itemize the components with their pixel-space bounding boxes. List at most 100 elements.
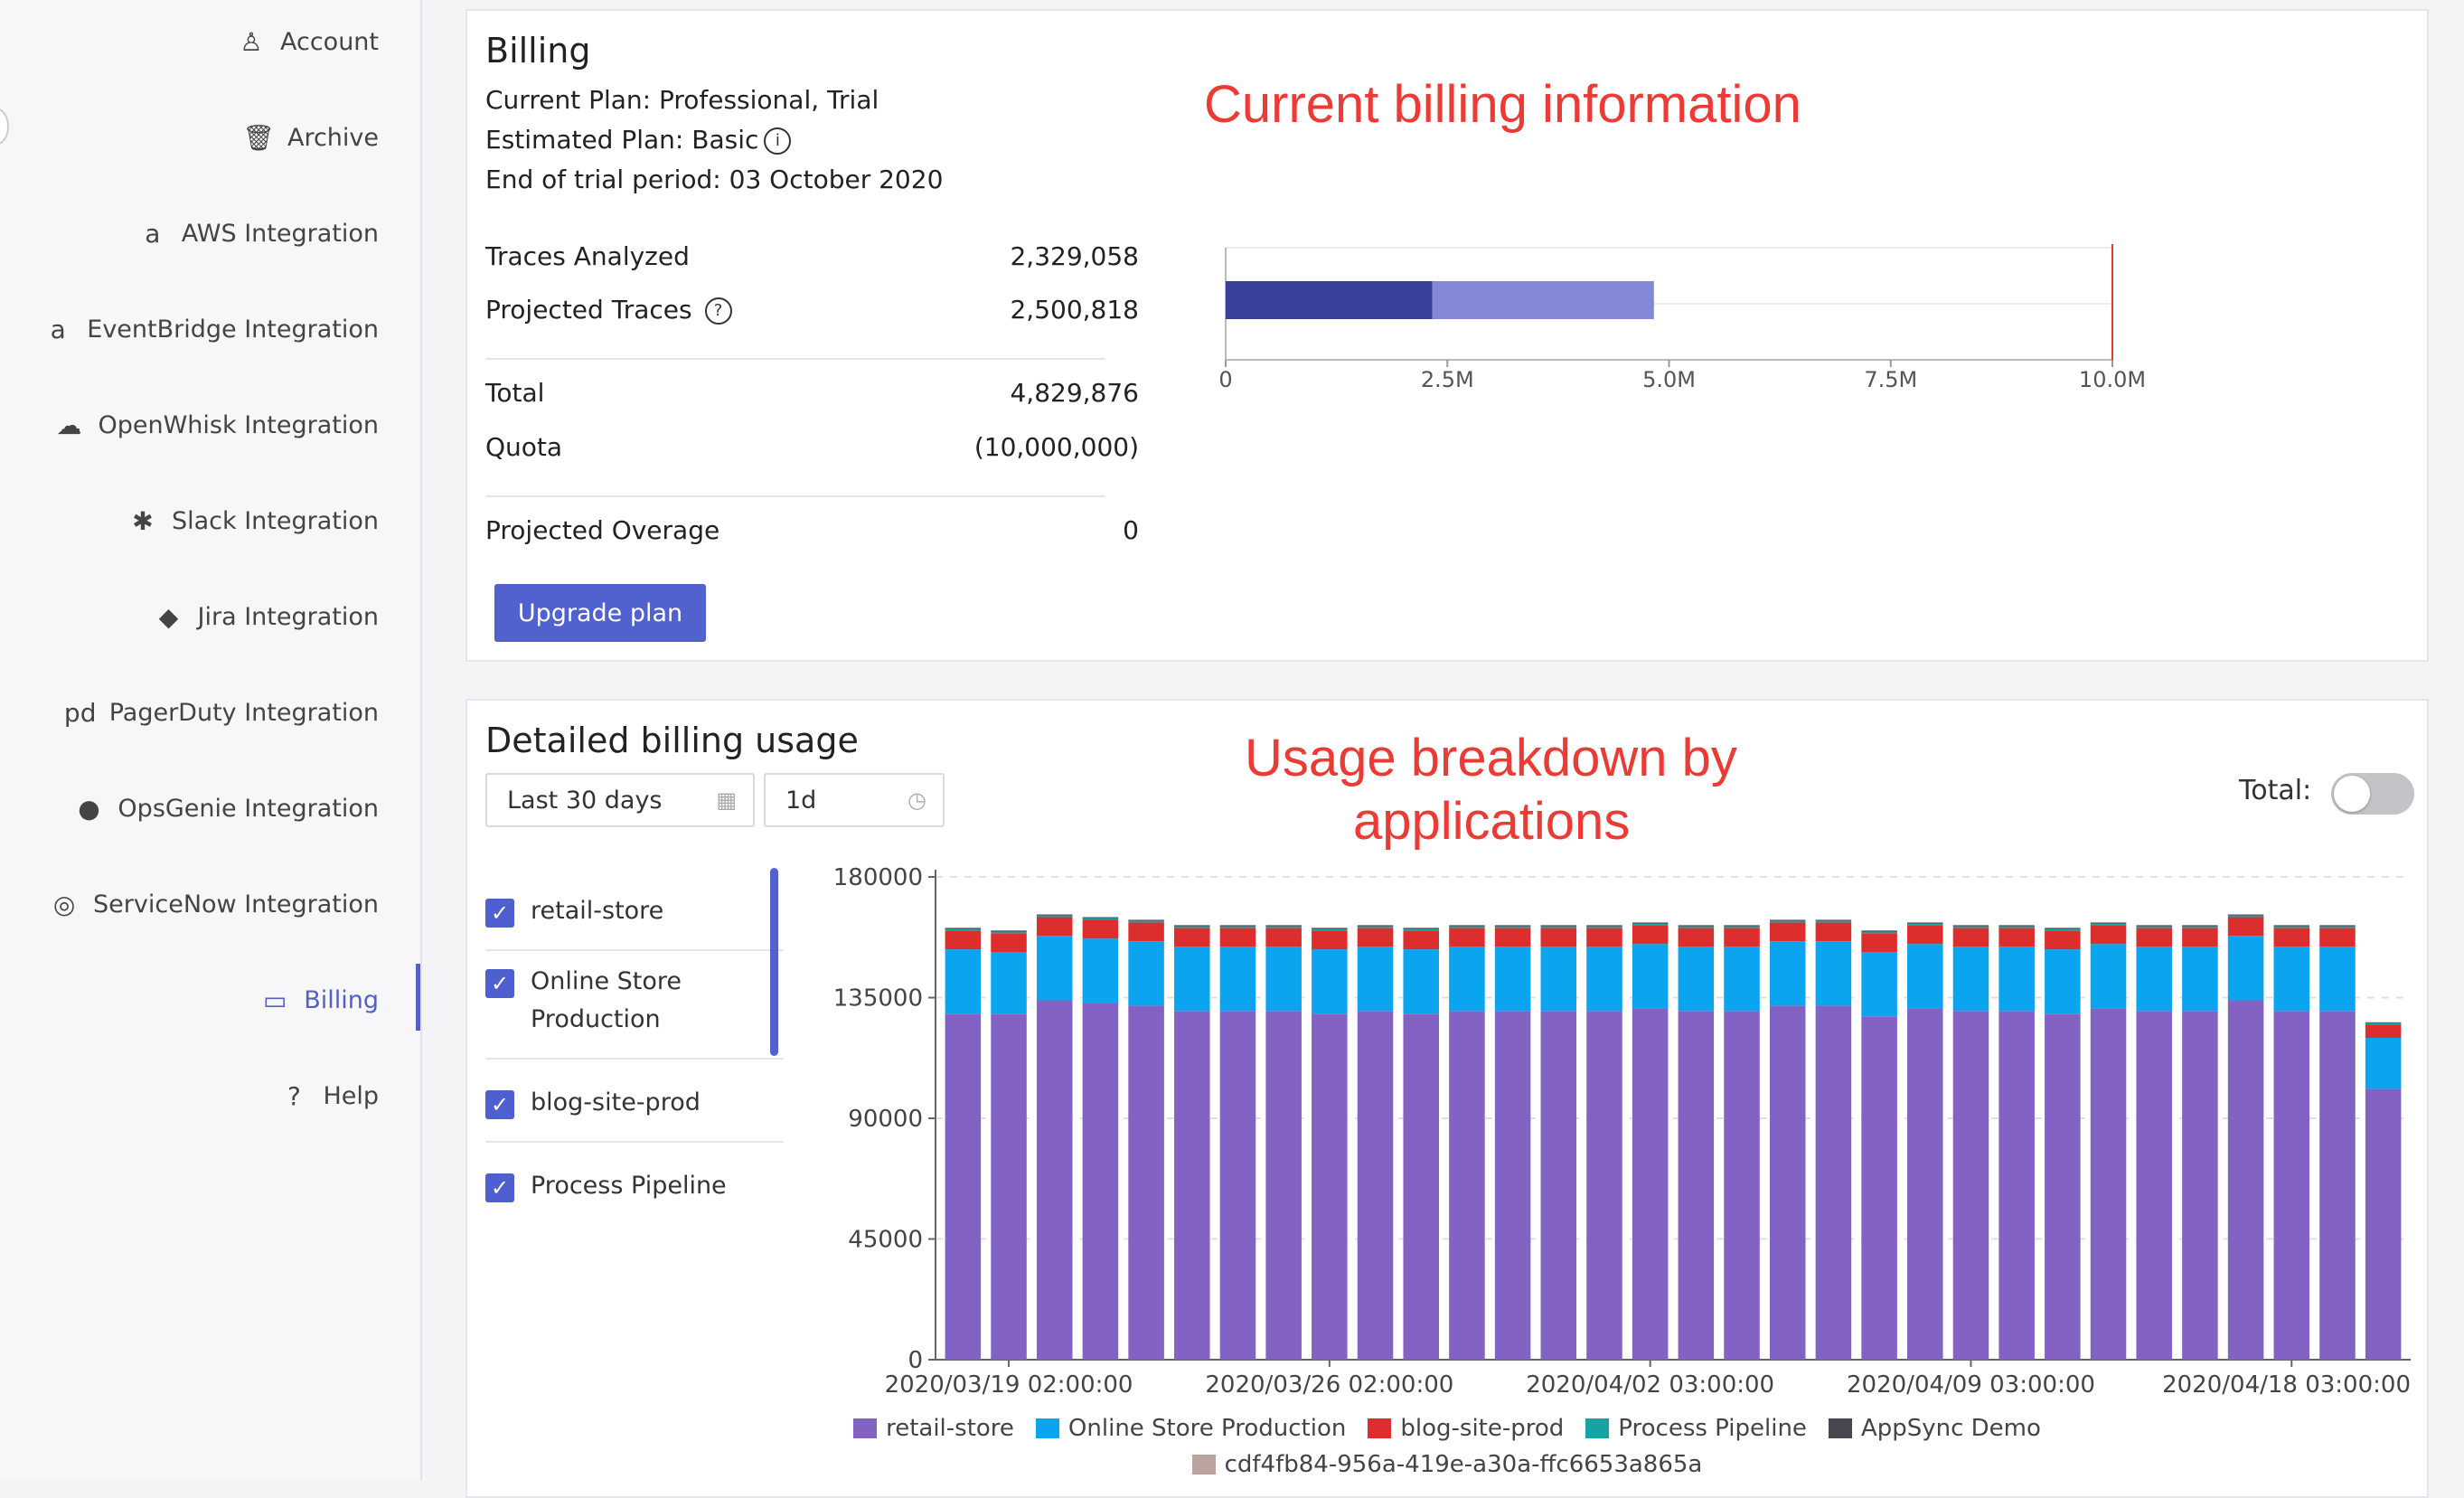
usage-bar-segment xyxy=(1769,1005,1806,1360)
app-filter-online-store-production[interactable]: ✓ Online Store Production xyxy=(485,967,784,1039)
legend-item[interactable]: retail-store xyxy=(853,1415,1014,1442)
sidebar-item-label: Archive xyxy=(287,123,379,152)
projected-traces-value: 2,500,818 xyxy=(1010,295,1139,325)
usage-bar-segment xyxy=(1861,1016,1897,1360)
usage-bar-segment xyxy=(1494,926,1531,928)
total-label: Total xyxy=(485,378,545,408)
servicenow-icon: ◎ xyxy=(52,889,76,919)
sidebar-item-label: OpsGenie Integration xyxy=(118,794,379,823)
usage-bar-segment xyxy=(2136,947,2172,1012)
usage-bar-segment xyxy=(1449,926,1485,928)
usage-bar-segment xyxy=(1174,926,1210,928)
calendar-icon: ▦ xyxy=(716,787,737,813)
legend-item[interactable]: blog-site-prod xyxy=(1368,1415,1564,1442)
usage-bar-segment xyxy=(1265,1011,1302,1360)
sidebar-item-pagerduty-integration[interactable]: pd PagerDuty Integration xyxy=(62,685,379,740)
sidebar-item-label: Billing xyxy=(304,985,379,1014)
upgrade-plan-button[interactable]: Upgrade plan xyxy=(494,584,706,642)
usage-bar-segment xyxy=(991,931,1027,934)
checkbox-checked[interactable]: ✓ xyxy=(485,969,514,998)
legend-item[interactable]: cdf4fb84-956a-419e-a30a-ffc6653a865a xyxy=(1191,1451,1702,1478)
legend-label: retail-store xyxy=(886,1415,1014,1442)
usage-bar-segment xyxy=(1952,926,1989,928)
traces-analyzed-value: 2,329,058 xyxy=(1010,241,1139,271)
sidebar-item-jira-integration[interactable]: ◆ Jira Integration xyxy=(151,589,379,644)
usage-bar-segment xyxy=(2319,926,2356,928)
legend-swatch xyxy=(1191,1455,1216,1474)
interval-value: 1d xyxy=(785,786,817,815)
x-tick-label: 2020/03/19 02:00:00 xyxy=(885,1371,1133,1399)
info-icon[interactable]: i xyxy=(764,127,792,155)
usage-bar-segment xyxy=(2136,925,2172,927)
help-icon[interactable]: ? xyxy=(704,297,732,325)
list-scrollbar[interactable] xyxy=(770,868,778,1056)
legend-label: Online Store Production xyxy=(1067,1415,1347,1442)
legend-swatch xyxy=(853,1418,878,1438)
collapse-handle[interactable] xyxy=(0,108,9,145)
usage-bar-segment xyxy=(1586,947,1622,1012)
settings-sidebar: ♙ Account 🗑 Archive a AWS Integration a EventBr… xyxy=(0,0,422,1481)
usage-annotation-line1: Usage breakdown by xyxy=(1245,729,1737,787)
sidebar-item-billing[interactable]: ▭ Billing xyxy=(257,973,379,1027)
usage-bar-segment xyxy=(2136,928,2172,947)
usage-bar-segment xyxy=(1357,1011,1394,1360)
usage-bar-segment xyxy=(1861,952,1897,1017)
interval-picker[interactable]: 1d ◷ xyxy=(764,773,945,827)
usage-stacked-bar-chart: 0 45000 90000 135000 180000 2020/03/19 02:00:… xyxy=(833,864,2411,1399)
sidebar-item-account[interactable]: ♙ Account xyxy=(233,14,379,69)
sidebar-item-archive[interactable]: 🗑 Archive xyxy=(240,110,379,165)
legend-label: blog-site-prod xyxy=(1400,1415,1565,1442)
sidebar-item-aws-integration[interactable]: a AWS Integration xyxy=(135,206,379,260)
app-filter-retail-store[interactable]: ✓ retail-store xyxy=(485,897,784,930)
usage-bar-segment xyxy=(991,1013,1027,1360)
usage-bar-segment xyxy=(1219,926,1256,928)
list-divider xyxy=(485,949,784,951)
usage-bar-segment xyxy=(1219,925,1256,927)
usage-bar-segment xyxy=(1586,926,1622,928)
usage-bar-segment xyxy=(1952,928,1989,947)
estimated-plan-row: Estimated Plan: Basic i xyxy=(485,125,792,155)
billing-card: Billing Current Plan: Professional, Tria… xyxy=(466,9,2429,662)
usage-bar-segment xyxy=(2365,1038,2402,1089)
usage-bar-segment xyxy=(1449,928,1485,947)
legend-item[interactable]: AppSync Demo xyxy=(1828,1415,2041,1442)
usage-bar-segment xyxy=(1128,919,1164,921)
usage-bar-segment xyxy=(1815,922,1852,942)
usage-bar-segment xyxy=(1952,947,1989,1012)
cloud-icon: ☁ xyxy=(56,410,82,440)
sidebar-item-help[interactable]: ? Help xyxy=(276,1069,379,1123)
usage-bar-segment xyxy=(1128,922,1164,942)
usage-bar-segment xyxy=(1494,947,1531,1012)
usage-bar-segment xyxy=(1724,947,1760,1012)
legend-item[interactable]: Online Store Production xyxy=(1035,1415,1347,1442)
sidebar-item-slack-integration[interactable]: ✱ Slack Integration xyxy=(125,494,379,548)
x-tick-label: 0 xyxy=(1218,367,1232,392)
sidebar-item-label: ServiceNow Integration xyxy=(93,890,379,919)
legend-item[interactable]: Process Pipeline xyxy=(1585,1415,1807,1442)
checkbox-checked[interactable]: ✓ xyxy=(485,1173,514,1202)
total-toggle[interactable] xyxy=(2331,773,2414,815)
sidebar-item-opsgenie-integration[interactable]: ● OpsGenie Integration xyxy=(71,781,379,835)
checkbox-checked[interactable]: ✓ xyxy=(485,899,514,928)
usage-bar-segment xyxy=(1082,917,1119,919)
app-filter-blog-site-prod[interactable]: ✓ blog-site-prod xyxy=(485,1088,784,1122)
usage-bar-segment xyxy=(991,952,1027,1014)
sidebar-item-eventbridge-integration[interactable]: a EventBridge Integration xyxy=(40,302,379,356)
usage-bar-segment xyxy=(1724,925,1760,927)
usage-bar-segment xyxy=(1494,928,1531,947)
usage-bar-segment xyxy=(1036,1000,1073,1360)
usage-bar-segment xyxy=(1312,949,1348,1014)
usage-bar-segment xyxy=(1769,922,1806,942)
sidebar-item-servicenow-integration[interactable]: ◎ ServiceNow Integration xyxy=(46,877,379,931)
projected-overage-value: 0 xyxy=(1123,515,1139,545)
app-filter-process-pipeline[interactable]: ✓ Process Pipeline xyxy=(485,1172,784,1205)
usage-bar-segment xyxy=(1036,915,1073,918)
usage-bar-segment xyxy=(1632,925,1669,945)
projected-traces-label: Projected Traces xyxy=(485,295,692,325)
date-range-picker[interactable]: Last 30 days ▦ xyxy=(485,773,755,827)
usage-bar-segment xyxy=(1082,918,1119,920)
checkbox-checked[interactable]: ✓ xyxy=(485,1090,514,1119)
usage-bar-segment xyxy=(1082,938,1119,1003)
usage-bar-segment xyxy=(1265,928,1302,947)
sidebar-item-openwhisk-integration[interactable]: ☁ OpenWhisk Integration xyxy=(52,398,380,452)
